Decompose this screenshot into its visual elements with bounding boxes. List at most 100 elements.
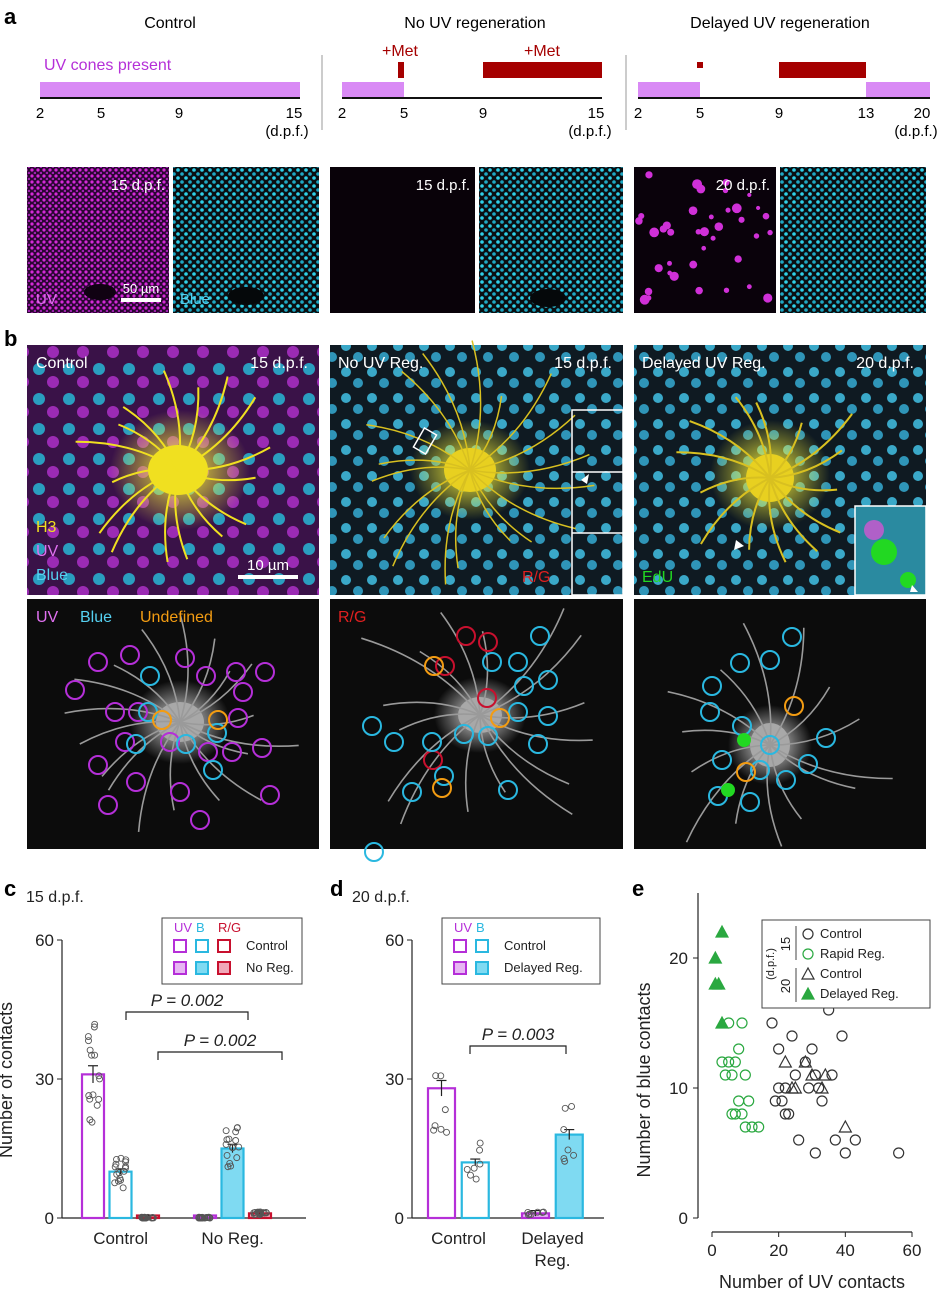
rg-contact-circle: [478, 632, 498, 652]
uv-contact-circle: [105, 702, 125, 722]
uv-cone: [701, 245, 707, 251]
dendrite: [361, 637, 481, 716]
uv-cone: [708, 214, 714, 220]
data-point: [96, 1075, 104, 1083]
blue-contact-circle: [203, 760, 223, 780]
dendrite: [734, 396, 771, 479]
dendrite: [479, 634, 582, 716]
uv-cone: [725, 207, 731, 213]
uv-cone: [695, 228, 702, 235]
scatter-point: [849, 1134, 861, 1146]
uv-cone: [753, 233, 760, 239]
dendrite: [479, 631, 489, 716]
met-label: +Met: [382, 43, 419, 60]
uv-contact-circle: [190, 810, 210, 830]
dendrite: [769, 477, 818, 552]
data-point: [443, 1128, 450, 1136]
data-point: [431, 1122, 439, 1130]
x-category-label: No Reg.: [201, 1229, 263, 1248]
scatter-point: [776, 1095, 788, 1107]
dendrite: [179, 721, 299, 748]
edu-nucleus: [871, 539, 897, 565]
tick-label: 2: [338, 105, 346, 122]
tick-label: 9: [175, 105, 183, 122]
dendrite: [177, 387, 200, 471]
blue-contact-circle: [498, 780, 518, 800]
stat-bracket: [469, 1045, 567, 1054]
tick-label: 5: [400, 105, 408, 122]
undef-contact-circle: [424, 656, 444, 676]
dendrite: [162, 370, 182, 471]
scatter-point: [793, 1134, 805, 1146]
optic-nerve-dark: [530, 289, 566, 307]
data-point: [149, 1214, 157, 1222]
uv-cone: [756, 205, 761, 211]
data-point: [561, 1104, 569, 1112]
dendrite: [169, 721, 181, 811]
blue-contact-circle: [508, 652, 528, 672]
data-point: [204, 1214, 212, 1221]
h3-dendrites: [366, 340, 595, 585]
legend-box: [441, 917, 601, 985]
panel-label-c: c: [4, 876, 16, 901]
data-point: [430, 1126, 438, 1134]
data-point: [437, 1072, 445, 1080]
optic-nerve-dark: [228, 287, 264, 305]
dendrite: [174, 469, 189, 560]
legend-group-label: 20: [778, 979, 793, 993]
uv-cone: [699, 227, 709, 237]
data-point: [463, 1165, 471, 1173]
data-point: [560, 1126, 568, 1134]
legend-marker: [802, 928, 814, 940]
scatter-point: [816, 1095, 828, 1107]
uv-contact-circle: [255, 662, 275, 682]
dendrite: [769, 449, 843, 479]
dendrite: [469, 469, 576, 530]
dendrite: [479, 714, 570, 785]
data-point: [86, 1116, 94, 1124]
contact-circles: [65, 645, 280, 830]
data-point: [476, 1146, 484, 1154]
uv-contact-circle: [88, 755, 108, 775]
uv-cone-image: [634, 167, 776, 313]
arrowhead-icon: [910, 585, 918, 592]
blue-contact-circle: [740, 792, 760, 812]
data-point: [441, 1106, 449, 1114]
legend-swatch: [173, 939, 187, 953]
data-point: [198, 1213, 206, 1221]
data-point: [568, 1103, 575, 1110]
chart-title: 20 d.p.f.: [352, 889, 410, 906]
undef-contact-circle: [490, 708, 510, 728]
bar-b: [220, 1147, 245, 1220]
scatter-point: [803, 1082, 815, 1094]
data-point: [95, 1072, 103, 1080]
scatter-point: [809, 1147, 821, 1159]
uv-cone: [635, 217, 643, 225]
scatter-point: [714, 1015, 730, 1029]
scatter-point: [778, 1054, 793, 1068]
h3-dendrites: [676, 396, 853, 563]
stat-bracket: [125, 1011, 249, 1020]
blue-contact-circle: [126, 734, 146, 754]
dendrite: [122, 406, 179, 471]
x-category-label-line2: Reg.: [535, 1251, 571, 1270]
data-point: [86, 1046, 94, 1054]
data-point: [226, 1159, 234, 1167]
regenerated-uv-cones: [635, 171, 773, 305]
blue-contact-circle: [362, 716, 382, 736]
data-point: [113, 1155, 120, 1163]
uv-cones-present-label: UV cones present: [44, 57, 172, 74]
unit-label: (d.p.f.): [265, 123, 308, 140]
scatter-point: [769, 1095, 781, 1107]
unit-label: (d.p.f.): [894, 123, 937, 140]
scatter-point: [723, 1056, 735, 1068]
blue-contact-circle: [776, 770, 796, 790]
data-point: [88, 1051, 96, 1059]
data-point: [195, 1213, 203, 1221]
scatter-point: [798, 1054, 813, 1068]
dendrite: [113, 664, 181, 723]
blue-contact-circle: [528, 734, 548, 754]
dendrite: [137, 721, 181, 832]
uv-contact-circle: [120, 645, 140, 665]
data-point: [232, 1128, 240, 1136]
